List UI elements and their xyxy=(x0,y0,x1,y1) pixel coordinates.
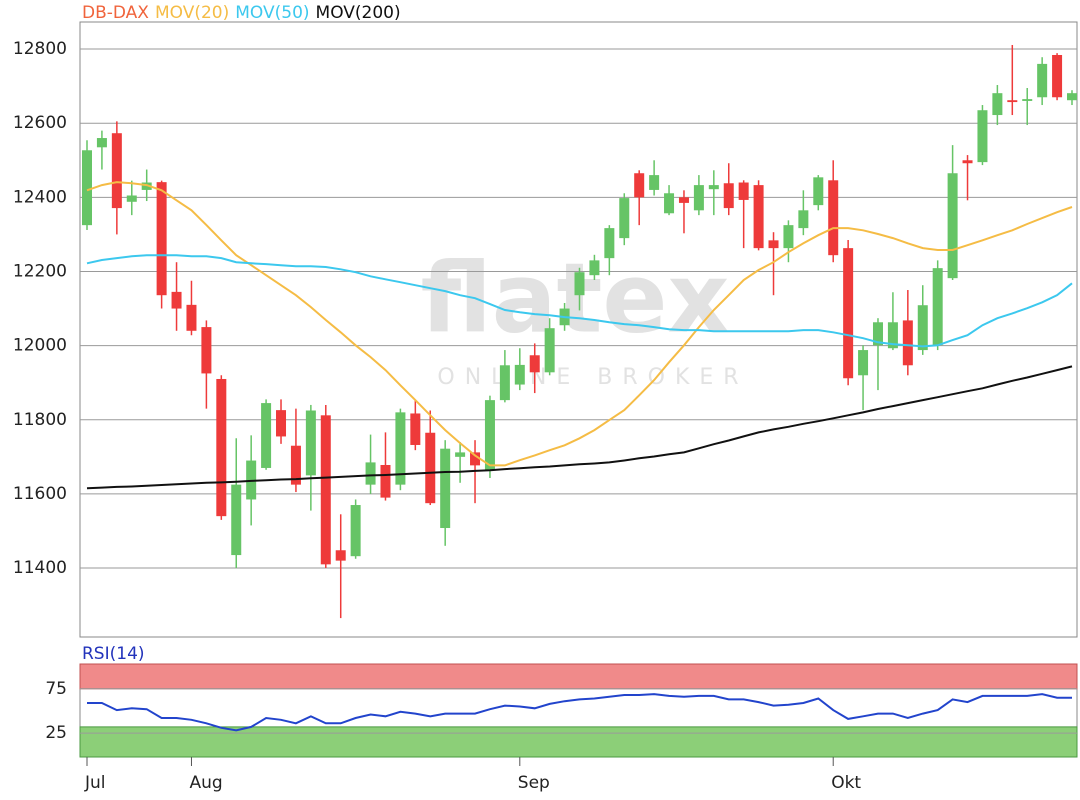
y-tick-label: 11600 xyxy=(13,484,67,504)
series-line xyxy=(87,693,1072,732)
candle-body xyxy=(738,182,749,200)
candle-body xyxy=(544,328,555,373)
candle-body xyxy=(753,185,764,249)
candle-body xyxy=(1052,54,1063,98)
candle-body xyxy=(380,464,391,498)
candle-body xyxy=(932,268,943,346)
overbought-band xyxy=(79,663,1078,690)
candle-body xyxy=(320,415,331,565)
candle-body xyxy=(723,183,734,209)
legend-entry: MOV(50) xyxy=(235,3,309,23)
candle-body xyxy=(858,350,869,376)
candle-body xyxy=(470,452,481,466)
y-tick-label: 12400 xyxy=(13,187,67,207)
candle-body xyxy=(977,110,988,163)
candle-body xyxy=(216,378,227,517)
series-line xyxy=(86,365,1073,490)
candle-body xyxy=(947,173,958,279)
candle-body xyxy=(96,138,107,148)
y-tick-label: 12600 xyxy=(13,113,67,133)
legend-entry: MOV(200) xyxy=(316,3,401,23)
candle-body xyxy=(574,272,585,296)
candle-body xyxy=(305,410,316,476)
candle-body xyxy=(664,193,675,214)
candle-body xyxy=(1067,93,1077,101)
candle-body xyxy=(619,198,630,239)
candle-body xyxy=(410,413,421,445)
candle-body xyxy=(678,197,689,203)
watermark: flatex xyxy=(421,242,730,354)
candle-body xyxy=(111,133,122,209)
candle-body xyxy=(529,355,540,373)
candle-body xyxy=(82,150,92,226)
candle-body xyxy=(902,320,913,366)
candle-body xyxy=(276,410,287,437)
candle-body xyxy=(604,228,615,259)
candle-body xyxy=(261,403,272,468)
y-tick-label: 11400 xyxy=(13,558,67,578)
candle-body xyxy=(589,260,600,276)
candle-body xyxy=(186,304,197,331)
y-tick-label: 25 xyxy=(45,723,67,743)
candle-body xyxy=(455,452,466,457)
candle-body xyxy=(365,462,376,485)
candle-body xyxy=(499,365,510,401)
candle-body xyxy=(1007,100,1018,103)
candle-body xyxy=(768,240,779,249)
candle-body xyxy=(843,248,854,379)
candle-body xyxy=(231,484,242,556)
candle-body xyxy=(484,400,495,470)
candle-body xyxy=(813,177,824,206)
candle-body xyxy=(350,505,361,557)
candle-body xyxy=(514,364,525,385)
series-line xyxy=(86,254,1073,348)
series-line xyxy=(86,181,1073,467)
legend-entry: MOV(20) xyxy=(155,3,229,23)
y-tick-label: 11800 xyxy=(13,410,67,430)
candle-body xyxy=(126,195,137,202)
candle-body xyxy=(171,291,182,309)
candle-body xyxy=(290,445,301,485)
candle-body xyxy=(201,327,212,374)
candle-body xyxy=(141,182,152,190)
candle-body xyxy=(783,225,794,249)
candle-body xyxy=(156,182,167,296)
x-tick-label: Sep xyxy=(518,773,550,793)
candle-body xyxy=(887,322,898,349)
candle-body xyxy=(634,173,645,198)
x-tick-label: Jul xyxy=(84,773,106,793)
candle-body xyxy=(395,412,406,485)
x-tick-label: Aug xyxy=(189,773,222,793)
candle-body xyxy=(962,160,973,164)
candle-body xyxy=(649,175,660,190)
candle-body xyxy=(872,322,883,346)
legend-entry: DB-DAX xyxy=(82,3,149,23)
candle-body xyxy=(1022,99,1033,101)
y-tick-label: 12200 xyxy=(13,261,67,281)
candle-body xyxy=(917,305,928,351)
x-tick-label: Okt xyxy=(831,773,861,793)
candle-body xyxy=(798,210,809,229)
candle-body xyxy=(828,180,839,256)
y-tick-label: 12000 xyxy=(13,336,67,356)
candle-body xyxy=(693,185,704,211)
candle-body xyxy=(440,448,451,529)
y-tick-label: 12800 xyxy=(13,39,67,59)
watermark-subtitle: ONLINE BROKER xyxy=(437,365,748,390)
panel-title: RSI(14) xyxy=(82,644,145,664)
candle-body xyxy=(425,432,436,504)
candle-body xyxy=(992,93,1003,116)
candle-body xyxy=(1037,63,1048,98)
candle-body xyxy=(335,550,346,561)
y-tick-label: 75 xyxy=(45,679,67,699)
oversold-band xyxy=(79,726,1078,758)
candle-body xyxy=(708,185,719,190)
